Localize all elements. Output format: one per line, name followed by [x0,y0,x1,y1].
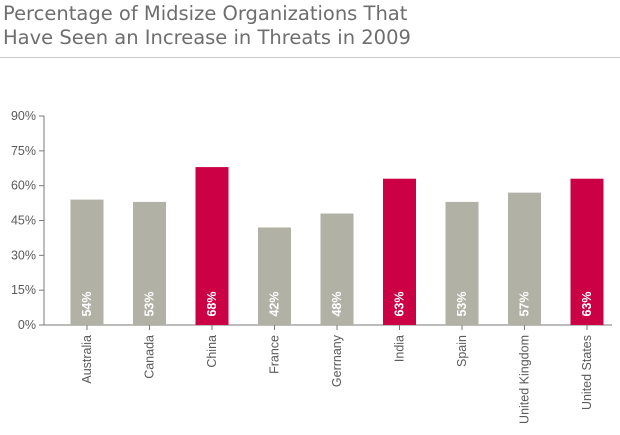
bar-value-label: 53% [455,291,469,316]
y-tick-label: 45% [11,214,36,228]
y-tick-label: 75% [11,144,36,158]
y-tick-label: 0% [18,318,36,332]
y-tick-label: 90% [11,109,36,123]
y-tick-label: 60% [11,179,36,193]
x-axis-labels: Australia Canada China France Gerrnany India S… [80,325,594,424]
x-tick-label: Spain [455,335,469,367]
x-tick-label: United Kingdom [518,335,532,424]
bar-value-label: 53% [143,291,157,316]
bar [258,227,291,325]
x-tick-label: Canada [143,335,157,379]
bar-value-label: 63% [393,291,407,316]
bar-value-label: 68% [205,291,219,316]
y-tick-label: 30% [11,248,36,262]
chart-title-line-2: Have Seen an Increase in Threats in 2009 [3,26,411,49]
y-tick-label: 15% [11,283,36,297]
bar-value-label: 42% [268,291,282,316]
x-tick-label: China [205,335,219,368]
bar-value-label: 54% [80,291,94,316]
x-tick-label: United States [580,335,594,410]
bar-value-label: 63% [580,291,594,316]
bar [570,178,604,325]
x-tick-label: Australia [80,335,94,384]
bar-value-label: 48% [330,291,344,316]
chart-title-line-1: Percentage of Midsize Organizations That [3,2,408,25]
title-divider [0,57,620,58]
bar [70,199,104,325]
bar [508,192,541,325]
bars: 54% 53% 68% 42% 48% 63% 53% 57% 63% [70,167,604,325]
bar [320,213,354,325]
bar [133,201,166,325]
chart-title: Percentage of Midsize Organizations That… [3,2,563,50]
bar [383,178,416,325]
x-tick-label: Gerrnany [330,334,344,387]
x-tick-label: France [268,335,282,374]
bar [445,201,479,325]
bar-value-label: 57% [518,291,532,316]
bar [195,167,229,325]
x-tick-label: India [393,335,407,362]
